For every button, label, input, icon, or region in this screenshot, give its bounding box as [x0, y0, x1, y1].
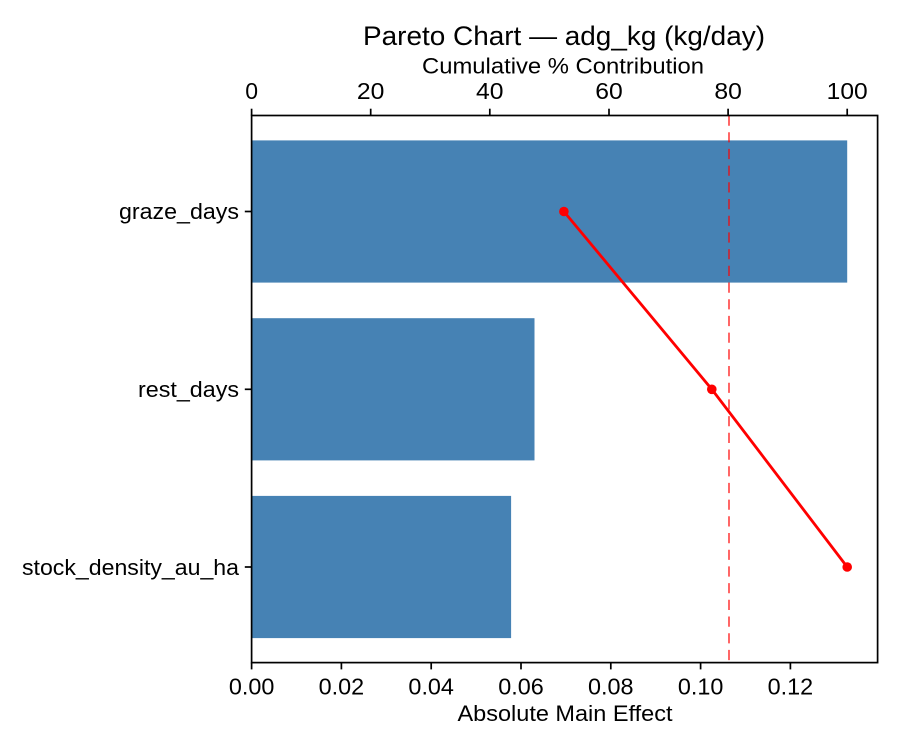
- svg-text:0.08: 0.08: [588, 673, 634, 699]
- svg-text:rest_days: rest_days: [138, 377, 239, 402]
- svg-text:20: 20: [357, 78, 385, 104]
- svg-text:stock_density_au_ha: stock_density_au_ha: [22, 555, 239, 580]
- svg-text:0.00: 0.00: [229, 673, 275, 699]
- svg-text:0.12: 0.12: [768, 673, 814, 699]
- svg-text:0.02: 0.02: [319, 673, 365, 699]
- svg-text:60: 60: [595, 78, 623, 104]
- svg-text:40: 40: [476, 78, 504, 104]
- svg-text:0.10: 0.10: [678, 673, 724, 699]
- svg-text:Cumulative % Contribution: Cumulative % Contribution: [422, 54, 704, 79]
- svg-text:0.06: 0.06: [498, 673, 544, 699]
- svg-text:100: 100: [827, 78, 868, 104]
- svg-text:80: 80: [714, 78, 742, 104]
- svg-text:0.04: 0.04: [408, 673, 454, 699]
- svg-text:graze_days: graze_days: [119, 199, 239, 224]
- svg-text:Absolute Main Effect: Absolute Main Effect: [458, 701, 674, 726]
- svg-text:0: 0: [245, 78, 258, 104]
- svg-text:Pareto Chart — adg_kg (kg/day): Pareto Chart — adg_kg (kg/day): [363, 21, 765, 51]
